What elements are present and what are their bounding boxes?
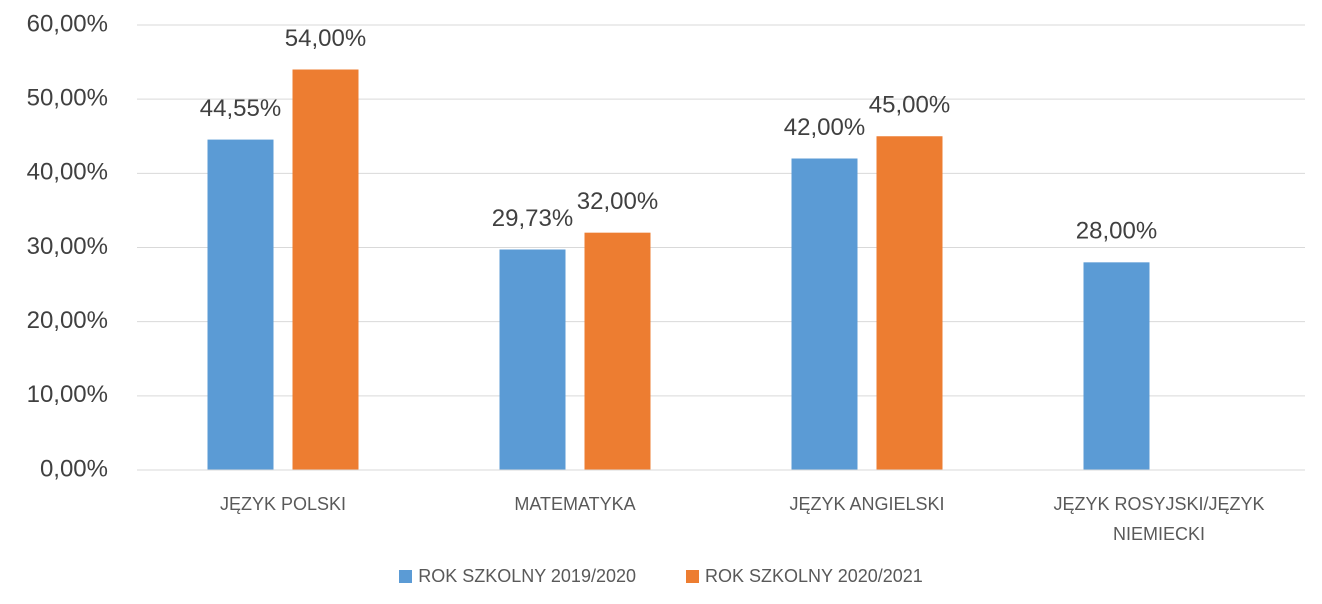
data-label: 44,55%: [200, 95, 281, 122]
legend-label: ROK SZKOLNY 2019/2020: [418, 566, 636, 586]
y-tick-label: 50,00%: [27, 85, 108, 112]
x-tick-label: JĘZYK POLSKI: [219, 494, 347, 514]
bar: [207, 139, 274, 470]
x-tick-label: JĘZYK ANGIELSKI: [789, 494, 945, 514]
legend-item: ROK SZKOLNY 2019/2020: [399, 566, 636, 587]
bar: [584, 232, 651, 470]
bar: [1083, 262, 1150, 470]
data-label: 42,00%: [784, 114, 865, 141]
y-tick-label: 20,00%: [27, 307, 108, 334]
y-tick-label: 0,00%: [40, 455, 108, 482]
x-tick-label: MATEMATYKA: [514, 494, 636, 514]
bar: [292, 69, 359, 470]
bar: [499, 249, 566, 470]
data-label: 28,00%: [1076, 218, 1157, 245]
data-label: 32,00%: [577, 188, 658, 215]
legend-item: ROK SZKOLNY 2020/2021: [686, 566, 923, 587]
bar: [791, 158, 858, 470]
y-tick-label: 40,00%: [27, 159, 108, 186]
legend-swatch: [399, 570, 413, 583]
data-label: 45,00%: [869, 92, 950, 119]
bar: [876, 136, 943, 470]
data-label: 54,00%: [285, 25, 366, 52]
y-tick-label: 60,00%: [27, 10, 108, 37]
legend-label: ROK SZKOLNY 2020/2021: [705, 566, 923, 586]
legend: ROK SZKOLNY 2019/2020 ROK SZKOLNY 2020/20…: [0, 566, 1322, 587]
y-tick-label: 10,00%: [27, 381, 108, 408]
x-tick-label: JĘZYK ROSYJSKI/JĘZYK NIEMIECKI: [1053, 494, 1265, 544]
y-tick-label: 30,00%: [27, 233, 108, 260]
data-label: 29,73%: [492, 205, 573, 232]
legend-swatch: [686, 570, 699, 583]
